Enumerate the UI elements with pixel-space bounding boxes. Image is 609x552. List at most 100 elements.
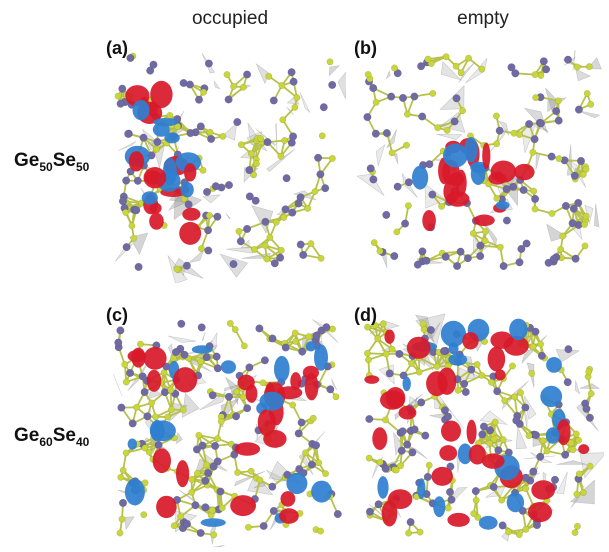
- selenium-atom: [438, 202, 446, 210]
- bond: [367, 326, 387, 334]
- selenium-atom: [425, 461, 433, 469]
- germanium-atom: [517, 244, 526, 253]
- selenium-atom: [141, 444, 149, 452]
- germanium-atom: [403, 440, 412, 449]
- polyhedron-face: [393, 153, 399, 165]
- orbital-negative-lobe: [495, 201, 510, 210]
- germanium-atom: [410, 425, 419, 434]
- germanium-atom: [363, 113, 372, 122]
- panel-letter-c: (c): [106, 305, 128, 325]
- selenium-atom: [510, 129, 518, 137]
- germanium-atom: [180, 350, 189, 359]
- germanium-atom: [512, 416, 521, 425]
- selenium-atom: [539, 437, 547, 445]
- selenium-atom: [433, 362, 441, 370]
- germanium-atom: [476, 252, 485, 261]
- selenium-atom: [581, 221, 588, 228]
- selenium-atom: [332, 393, 340, 401]
- selenium-atom: [277, 246, 285, 254]
- selenium-atom: [152, 413, 160, 421]
- germanium-atom: [450, 117, 459, 126]
- germanium-atom: [233, 118, 242, 127]
- germanium-atom: [461, 387, 470, 397]
- selenium-atom: [498, 496, 506, 504]
- selenium-atom: [557, 245, 565, 253]
- germanium-atom: [232, 412, 241, 421]
- selenium-atom: [261, 242, 269, 249]
- germanium-atom: [440, 406, 449, 415]
- germanium-atom: [118, 84, 127, 93]
- germanium-atom: [140, 388, 149, 397]
- polyhedron-face: [465, 58, 488, 84]
- germanium-atom: [224, 95, 233, 104]
- selenium-atom: [459, 107, 467, 115]
- germanium-atom: [561, 201, 570, 210]
- selenium-atom: [492, 112, 500, 120]
- germanium-atom: [122, 176, 131, 185]
- selenium-atom: [586, 462, 594, 470]
- selenium-atom: [218, 504, 226, 512]
- orbital-positive-lobe: [279, 508, 299, 524]
- orbital-positive-lobe: [237, 374, 255, 391]
- selenium-atom: [452, 62, 460, 70]
- germanium-atom: [511, 69, 520, 78]
- germanium-atom: [498, 521, 507, 530]
- germanium-atom: [126, 53, 135, 63]
- germanium-atom: [296, 240, 305, 249]
- germanium-atom: [406, 518, 415, 527]
- germanium-atom: [143, 412, 152, 421]
- germanium-atom: [211, 182, 220, 191]
- selenium-atom: [200, 88, 208, 96]
- orbital-positive-lobe: [578, 444, 590, 455]
- orbital-negative-lobe: [191, 345, 213, 354]
- orbital-negative-lobe: [259, 391, 285, 411]
- selenium-atom: [266, 234, 274, 241]
- selenium-atom: [419, 320, 427, 328]
- structure-image-c: [113, 319, 342, 547]
- germanium-atom: [531, 327, 540, 336]
- polyhedron-face: [202, 331, 206, 342]
- orbital-negative-lobe: [274, 355, 290, 383]
- germanium-atom: [307, 460, 316, 469]
- polyhedron-face: [266, 148, 296, 173]
- panel-letter-a: (a): [106, 38, 128, 58]
- selenium-atom: [188, 488, 196, 496]
- selenium-atom: [478, 371, 486, 379]
- selenium-atom: [364, 70, 372, 78]
- selenium-atom: [537, 340, 545, 348]
- germanium-atom: [287, 68, 296, 77]
- selenium-atom: [505, 528, 512, 536]
- polyhedron-face: [167, 343, 174, 358]
- selenium-atom: [166, 111, 174, 119]
- germanium-atom: [549, 254, 558, 264]
- bond: [125, 447, 146, 454]
- polyhedron-face: [535, 151, 541, 170]
- selenium-atom: [543, 447, 551, 455]
- atom-layer: [114, 52, 337, 274]
- germanium-atom: [139, 133, 148, 142]
- germanium-atom: [268, 482, 277, 491]
- germanium-atom: [201, 503, 210, 512]
- germanium-atom: [182, 519, 192, 528]
- selenium-atom: [429, 89, 437, 97]
- germanium-atom: [479, 422, 488, 431]
- selenium-atom: [530, 187, 538, 195]
- germanium-atom: [467, 365, 476, 374]
- orbital-negative-lobe: [470, 163, 486, 185]
- germanium-atom: [536, 452, 545, 461]
- selenium-atom: [474, 513, 482, 521]
- selenium-atom: [167, 406, 175, 414]
- germanium-atom: [507, 63, 516, 72]
- selenium-atom: [391, 64, 398, 72]
- orbital-positive-lobe: [149, 202, 162, 214]
- germanium-atom: [126, 368, 135, 377]
- selenium-atom: [219, 132, 227, 140]
- selenium-atom: [481, 237, 489, 245]
- germanium-atom: [196, 528, 205, 538]
- selenium-atom: [277, 152, 285, 160]
- selenium-atom: [537, 72, 545, 79]
- germanium-atom: [521, 473, 530, 482]
- germanium-atom: [213, 364, 222, 373]
- germanium-atom: [328, 80, 337, 89]
- selenium-atom: [454, 386, 462, 394]
